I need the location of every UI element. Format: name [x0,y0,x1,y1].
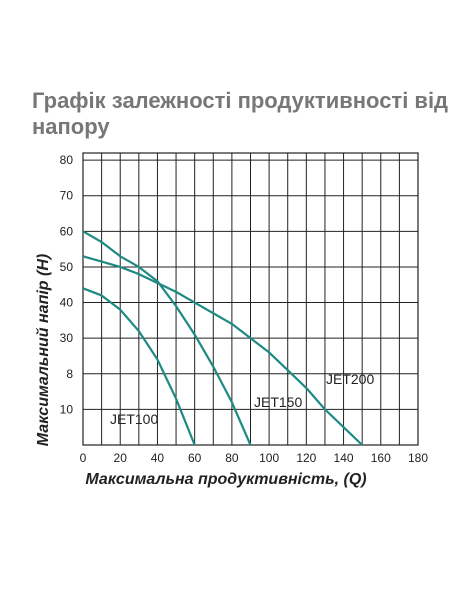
x-tick-label: 60 [188,451,202,465]
x-tick-label: 80 [225,451,239,465]
y-tick-label: 10 [60,402,74,416]
chart-title: Графік залежності продуктивності від напо… [32,88,448,139]
x-tick-label: 160 [371,451,391,465]
y-tick-label: 40 [60,296,74,310]
y-axis-label: Максимальний напір (H) [35,254,52,446]
x-tick-label: 180 [408,451,428,465]
y-tick-label: 70 [60,189,74,203]
x-tick-label: 0 [80,451,87,465]
y-tick-label: 60 [60,224,74,238]
x-tick-label: 40 [151,451,165,465]
series-line [82,255,363,446]
x-tick-label: 20 [114,451,128,465]
series-line [82,230,252,446]
y-tick-label: 50 [60,260,74,274]
x-axis-label: Максимальна продуктивність, (Q) [85,471,366,488]
y-tick-label: 30 [60,331,74,345]
x-tick-label: 100 [259,451,279,465]
series-line [82,287,196,446]
y-tick-label: 80 [60,153,74,167]
series-label: JET200 [326,371,374,387]
x-tick-label: 120 [296,451,316,465]
y-tick-label: 8 [66,367,73,381]
series-label: JET150 [254,394,302,410]
x-tick-label: 140 [334,451,354,465]
series-label: JET100 [110,411,158,427]
